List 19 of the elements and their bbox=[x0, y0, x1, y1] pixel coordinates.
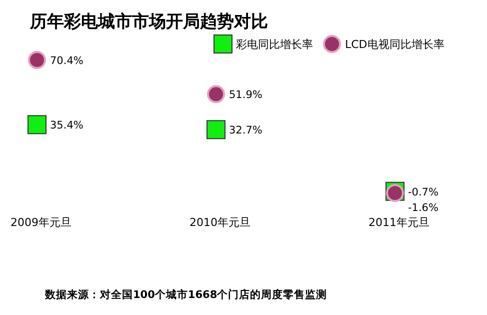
point bbox=[28, 51, 46, 69]
legend-label: 彩电同比增长率 bbox=[236, 38, 313, 51]
legend-item: 彩电同比增长率 bbox=[214, 34, 313, 54]
data-label: 70.4% bbox=[50, 55, 84, 67]
x-tick: 2010年元旦 bbox=[190, 216, 250, 229]
data-label: -1.6% bbox=[408, 202, 438, 214]
legend-item: LCD电视同比增长率 bbox=[323, 35, 444, 53]
data-label: -0.7% bbox=[408, 186, 438, 198]
data-label: 51.9% bbox=[229, 89, 262, 102]
data-label: 35.4% bbox=[50, 120, 84, 132]
x-tick: 2009年元旦 bbox=[10, 216, 72, 229]
x-tick: 2011年元旦 bbox=[368, 216, 430, 229]
annotation: 数据来源：对全国100个城市1668个门店的周度零售监测 bbox=[45, 289, 328, 301]
point bbox=[207, 85, 225, 104]
point bbox=[206, 120, 226, 140]
title: 历年彩电城市市场开局趋势对比 bbox=[30, 12, 268, 32]
point bbox=[28, 115, 46, 134]
data-label: 32.7% bbox=[229, 124, 262, 137]
legend-label: LCD电视同比增长率 bbox=[345, 38, 444, 51]
